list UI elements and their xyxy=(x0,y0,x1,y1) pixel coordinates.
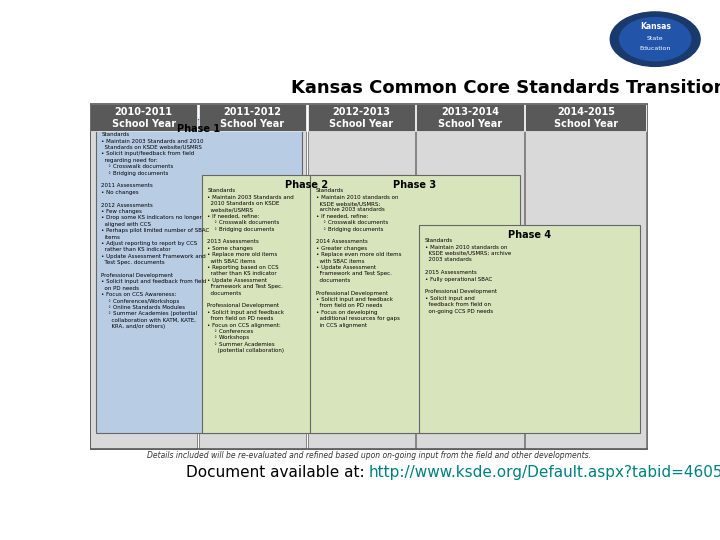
FancyBboxPatch shape xyxy=(96,119,302,433)
Text: Phase 1: Phase 1 xyxy=(177,124,220,134)
Text: Standards
• Maintain 2010 standards on
  KSDE website/USMRS; archive
  2003 stan: Standards • Maintain 2010 standards on K… xyxy=(425,238,511,314)
FancyBboxPatch shape xyxy=(90,104,197,131)
Text: 2013-2014
School Year: 2013-2014 School Year xyxy=(438,106,502,129)
Text: Education: Education xyxy=(639,46,671,51)
FancyBboxPatch shape xyxy=(199,131,306,449)
FancyBboxPatch shape xyxy=(416,131,523,449)
Text: 2011-2012
School Year: 2011-2012 School Year xyxy=(220,106,284,129)
Text: 2012-2013
School Year: 2012-2013 School Year xyxy=(329,106,393,129)
Text: http://www.ksde.org/Default.aspx?tabid=4605: http://www.ksde.org/Default.aspx?tabid=4… xyxy=(369,465,720,480)
Text: Phase 4: Phase 4 xyxy=(508,230,551,240)
FancyBboxPatch shape xyxy=(199,104,306,131)
Text: Standards
• Maintain 2010 standards on
  KSDE website/USMRS;
  archive 2003 stan: Standards • Maintain 2010 standards on K… xyxy=(316,188,402,328)
FancyBboxPatch shape xyxy=(307,104,415,131)
Text: State: State xyxy=(647,36,664,40)
Text: Kansas Common Core Standards Transition Timeline: Kansas Common Core Standards Transition … xyxy=(291,79,720,97)
Circle shape xyxy=(620,18,690,60)
Text: 2010-2011
School Year: 2010-2011 School Year xyxy=(112,106,176,129)
FancyBboxPatch shape xyxy=(419,225,639,433)
Text: Standards
• Maintain 2003 Standards and 2010
  Standards on KSDE website/USMRS
•: Standards • Maintain 2003 Standards and … xyxy=(101,132,210,329)
FancyBboxPatch shape xyxy=(90,131,197,449)
Text: Phase 3: Phase 3 xyxy=(393,180,436,191)
FancyBboxPatch shape xyxy=(310,175,520,433)
FancyBboxPatch shape xyxy=(526,131,647,449)
Text: Standards
• Maintain 2003 Standards and
  2010 Standards on KSDE
  website/USMRS: Standards • Maintain 2003 Standards and … xyxy=(207,188,294,353)
Text: Phase 2: Phase 2 xyxy=(284,180,328,191)
Text: 2014-2015
School Year: 2014-2015 School Year xyxy=(554,106,618,129)
Text: Details included will be re-evaluated and refined based upon on-going input from: Details included will be re-evaluated an… xyxy=(147,451,591,461)
Circle shape xyxy=(611,12,700,66)
FancyBboxPatch shape xyxy=(416,104,523,131)
FancyBboxPatch shape xyxy=(202,175,411,433)
Text: Document available at:: Document available at: xyxy=(186,465,369,480)
FancyBboxPatch shape xyxy=(307,131,415,449)
Text: Kansas: Kansas xyxy=(640,22,670,31)
FancyBboxPatch shape xyxy=(526,104,647,131)
